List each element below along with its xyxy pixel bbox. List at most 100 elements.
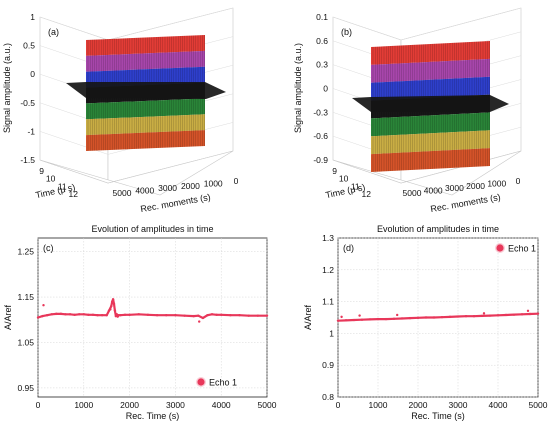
panel-b-moment-tick: 1000 [487,178,506,188]
panel-d-x-tick-label: 2000 [409,400,428,410]
panel-d-data-point [384,317,388,321]
panel-a-moment-tick: 4000 [135,186,154,196]
panel-c-data-point [210,313,214,316]
panel-c-data-point [119,314,122,317]
panel-d-panel-label: (d) [343,243,354,253]
panel-d-xlabel: Rec. Time (s) [411,411,465,421]
panel-b-amplitude-tick: -0.6 [313,131,328,141]
panel-d-data-point [416,316,420,320]
panel-a-amplitude-tick: 0 [30,69,35,79]
panel-c-y-tick-label: 1.15 [17,292,34,302]
panel-c-x-tick-label: 5000 [258,400,277,410]
panel-c-data-point [155,314,159,317]
panel-a-signal-band [86,130,205,151]
panel-a-time-tick: 9 [39,166,44,176]
panel-b-time-tick: 12 [362,189,372,199]
panel-c-data-point [123,313,127,316]
panel-d-data-point [432,316,436,319]
panel-d-data-point [400,317,404,320]
panel-d-legend-label: Echo 1 [508,244,536,254]
panel-c-data-point [201,316,205,320]
panel-d-data-point [528,312,532,316]
panel-a-amplitude-tick: -0.5 [20,98,35,108]
panel-a-amplitude-tick: 0.5 [23,41,35,51]
panel-b-signal-band [371,41,490,65]
panel-d-data-point [424,316,428,319]
panel-c-data-point [36,316,40,319]
panel-d-ylabel: A/Aref [303,304,313,330]
panel-b-ylabel: Signal amplitude (a.u.) [293,43,303,133]
panel-d-y-tick-label: 1.1 [322,297,334,307]
panel-c-x-tick-label: 1000 [74,400,93,410]
panel-d-outlier-point [358,314,361,317]
panel-c-data-point [112,302,116,306]
panel-d-data-point [376,317,380,321]
panel-a-moment-tick: 3000 [158,183,177,193]
panel-a-moment-tick: 1000 [204,178,223,188]
panel-b-moment-tick: 5000 [403,188,422,198]
panel-b-wall-gridline [332,7,522,41]
panel-a-signal-band [86,98,205,120]
panel-b-time-tick: 11 [351,181,360,191]
panel-d-y-tick-label: 0.9 [322,360,334,370]
panel-c-data-point [50,313,53,316]
panel-d-data-point [536,312,540,315]
panel-d-x-tick-label: 0 [336,400,341,410]
panel-c-y-tick-label: 1.25 [17,247,34,257]
panel-d-y-tick-label: 1.3 [322,233,334,243]
panel-c-data-point [73,313,76,316]
panel-b-amplitude-tick: 0 [323,84,328,94]
panel-d-y-tick-label: 1.2 [322,265,334,275]
panel-d-legend-marker [496,244,504,252]
panel-c-data-point [78,313,81,316]
panel-c-data-point [111,298,115,301]
panel-a-amplitude-tick: -1.5 [20,155,35,165]
panel-b-moment-tick: 4000 [424,186,443,196]
panel-c-data-point [45,314,49,317]
panel-c-data-point [110,300,114,303]
panel-c-x-tick-label: 0 [36,400,41,410]
panel-c-data-point [100,314,104,317]
panel-c-legend-marker-glow [196,377,206,387]
panel-a-moment-tick: 0 [234,176,239,186]
panel-d-data-point [408,316,412,320]
panel-b-moment-tick: 3000 [445,183,464,193]
panel-c-plot-area [37,237,268,398]
panel-a-amplitude-tick: -1 [27,126,35,136]
panel-c-data-point [96,314,99,317]
panel-c-data-point [220,313,223,316]
panel-d-data-point [392,317,396,320]
panel-c-data-point [192,314,195,318]
panel-c-data-point [256,314,260,317]
panel-d-data-point [360,318,364,321]
panel-c-data-point [68,313,72,316]
panel-c-title: Evolution of amplitudes in time [91,224,213,234]
panel-d-data-point [352,318,356,322]
panel-c-data-point [41,314,44,318]
panel-c-data-point [174,314,177,317]
panel-d-data-point [472,315,476,318]
panel-c-data-point [117,314,120,317]
panel-c-ylabel: A/Aref [3,304,13,330]
panel-b-moment-tick: 2000 [466,181,485,191]
panel-c-data-point [64,313,67,316]
panel-b-xlabel: Time (μ s) [325,182,367,200]
panel-d-outlier-point [526,309,530,313]
panel-a-panel-label: (a) [48,27,59,37]
panel-c-data-point [114,314,118,318]
panel-b-amplitude-tick: -0.9 [313,155,328,165]
panel-d-x-tick-label: 4000 [489,400,508,410]
panel-d-x-tick-label: 3000 [449,400,468,410]
panel-c-outlier-point [42,304,45,307]
panel-a-zero-plane [66,82,226,99]
panel-c-outlier-point [109,308,112,311]
panel-d-data-point [488,314,492,317]
panel-d-legend-marker-glow [495,243,505,253]
panel-d-series-line [337,312,539,322]
panel-a-signal-band [86,50,205,72]
panel-a-moment-tick: 5000 [113,188,132,198]
panel-d-x-tick-label: 5000 [529,400,548,410]
panel-c-data-point [197,314,200,317]
panel-c-data-point [87,313,90,316]
